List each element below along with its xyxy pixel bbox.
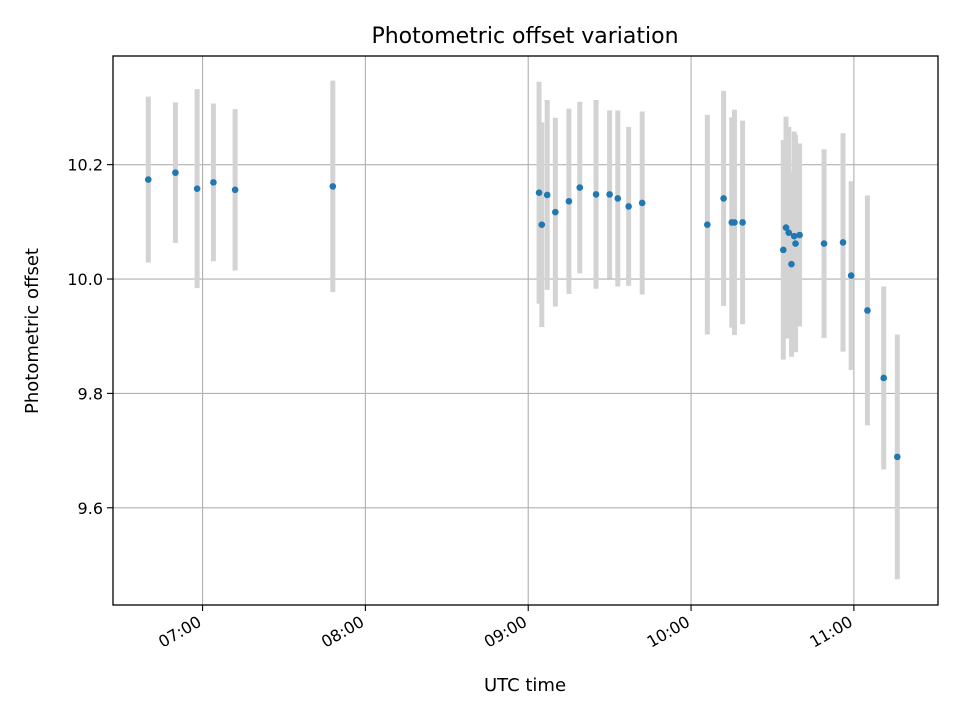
data-point: [739, 219, 746, 226]
error-bars: [145, 80, 900, 580]
data-point: [606, 191, 613, 198]
data-point: [820, 240, 828, 247]
data-point: [792, 240, 799, 247]
y-axis-label: Photometric offset: [22, 248, 43, 414]
data-point: [231, 186, 239, 194]
data-point: [144, 176, 152, 183]
x-tick-label: 09:00: [481, 612, 530, 652]
data-point: [731, 219, 738, 226]
data-point: [592, 191, 600, 198]
x-axis-label: UTC time: [484, 675, 566, 696]
x-axis-ticks: 07:00 08:00 09:00 10:00 11:00: [155, 605, 856, 652]
data-point: [565, 197, 573, 205]
data-point: [720, 195, 727, 202]
data-point: [788, 260, 795, 268]
data-point: [535, 189, 543, 196]
x-tick-label: 11:00: [806, 612, 855, 652]
data-point: [172, 169, 179, 176]
data-point: [576, 184, 584, 191]
x-tick-label: 10:00: [644, 612, 693, 652]
x-tick-label: 07:00: [155, 612, 204, 652]
data-point: [796, 231, 803, 239]
chart-title: Photometric offset variation: [371, 24, 678, 49]
data-point: [193, 185, 201, 192]
data-point: [847, 272, 855, 279]
data-point: [893, 453, 901, 461]
data-point: [552, 208, 559, 216]
data-point: [543, 191, 551, 199]
data-point: [880, 374, 888, 382]
y-tick-label: 10.2: [67, 156, 103, 175]
data-point: [704, 221, 711, 229]
data-point: [790, 232, 798, 240]
data-point: [210, 179, 217, 186]
y-tick-label: 10.0: [67, 270, 103, 289]
data-point: [625, 203, 632, 210]
y-tick-label: 9.6: [78, 499, 103, 518]
data-point: [538, 221, 546, 229]
data-point: [782, 224, 790, 231]
data-point: [638, 199, 646, 207]
x-tick-label: 08:00: [318, 612, 367, 652]
data-point: [785, 229, 793, 237]
plot-frame: [112, 55, 939, 606]
data-points: [144, 169, 901, 461]
data-point: [780, 246, 787, 254]
y-axis-ticks: 9.6 9.8 10.0 10.2: [67, 156, 113, 518]
data-point: [839, 239, 847, 246]
y-tick-label: 9.8: [78, 384, 103, 403]
data-point: [864, 307, 871, 314]
data-point: [614, 195, 622, 202]
data-point: [329, 183, 337, 190]
